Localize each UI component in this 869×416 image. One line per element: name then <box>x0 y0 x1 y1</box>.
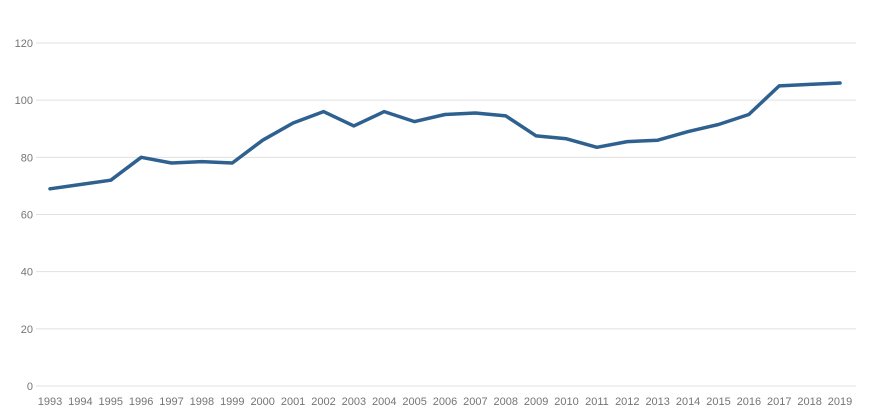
y-tick-label: 100 <box>15 95 33 107</box>
y-tick-label: 20 <box>21 324 33 336</box>
x-tick-label: 1995 <box>99 396 123 408</box>
x-tick-label: 2007 <box>463 396 487 408</box>
y-tick-label: 40 <box>21 267 33 279</box>
x-tick-label: 2019 <box>828 396 852 408</box>
y-axis-labels: 0 20 40 60 80 100 120 <box>15 38 33 393</box>
x-axis-labels: 1993 1994 1995 1996 1997 1998 1999 2000 2001 2002… <box>38 396 852 408</box>
x-tick-label: 2003 <box>342 396 366 408</box>
x-tick-label: 1997 <box>159 396 183 408</box>
x-tick-label: 2000 <box>250 396 274 408</box>
x-tick-label: 2014 <box>676 396 700 408</box>
x-tick-label: 2004 <box>372 396 396 408</box>
y-tick-label: 120 <box>15 38 33 50</box>
x-tick-label: 2002 <box>311 396 335 408</box>
x-tick-label: 2008 <box>494 396 518 408</box>
x-tick-label: 2009 <box>524 396 548 408</box>
x-tick-label: 2015 <box>706 396 730 408</box>
x-tick-label: 2017 <box>767 396 791 408</box>
x-tick-label: 1994 <box>68 396 92 408</box>
y-tick-label: 0 <box>27 381 33 393</box>
y-tick-label: 80 <box>21 152 33 164</box>
gridlines <box>36 42 856 387</box>
x-tick-label: 2006 <box>433 396 457 408</box>
x-tick-label: 2010 <box>554 396 578 408</box>
x-tick-label: 1996 <box>129 396 153 408</box>
x-tick-label: 2005 <box>402 396 426 408</box>
x-tick-label: 2012 <box>615 396 639 408</box>
x-tick-label: 1998 <box>190 396 214 408</box>
x-tick-label: 2013 <box>645 396 669 408</box>
x-tick-label: 1999 <box>220 396 244 408</box>
x-tick-label: 1993 <box>38 396 62 408</box>
x-tick-label: 2011 <box>585 396 609 408</box>
x-tick-label: 2018 <box>797 396 821 408</box>
y-tick-label: 60 <box>21 210 33 222</box>
x-tick-label: 2016 <box>737 396 761 408</box>
data-series-line <box>48 81 842 191</box>
x-tick-label: 2001 <box>281 396 305 408</box>
